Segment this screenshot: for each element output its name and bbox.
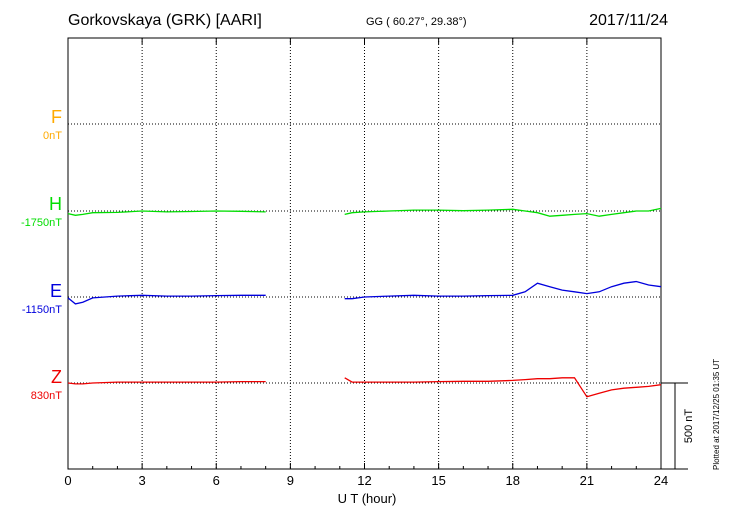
component-z-letter: Z — [51, 367, 62, 387]
date-label: 2017/11/24 — [589, 12, 668, 29]
x-tick-label: 12 — [357, 473, 371, 488]
x-tick-label: 21 — [580, 473, 594, 488]
x-tick-label: 3 — [139, 473, 146, 488]
trace-h — [67, 207, 662, 217]
x-tick-label: 24 — [654, 473, 668, 488]
component-h-letter: H — [49, 194, 62, 214]
component-e-baseline: -1150nT — [21, 304, 62, 316]
component-f-baseline: 0nT — [43, 130, 62, 142]
component-e-label: E -1150nT — [22, 281, 62, 316]
x-tick-label: 15 — [431, 473, 445, 488]
station-title: Gorkovskaya (GRK) [AARI] — [68, 12, 262, 29]
coordinates-label: GG ( 60.27°, 29.38°) — [366, 16, 467, 28]
scale-bar-label: 500 nT — [683, 409, 695, 444]
grid-lines — [68, 38, 661, 469]
component-z-baseline: 830nT — [30, 390, 62, 402]
data-traces — [67, 207, 662, 398]
trace-z — [67, 377, 662, 398]
x-axis-ticks: 0 3 6 9 12 15 18 21 24 — [64, 38, 668, 488]
x-tick-label: 0 — [64, 473, 71, 488]
component-h-label: H -1750nT — [21, 194, 62, 229]
component-f-label: F 0nT — [43, 107, 62, 142]
x-tick-label: 6 — [213, 473, 220, 488]
plotted-timestamp: Plotted at 2017/12/25 01:35 UT — [712, 358, 721, 470]
x-tick-label: 18 — [506, 473, 520, 488]
component-h-baseline: -1750nT — [21, 217, 62, 229]
scale-bar: 500 nT — [661, 382, 695, 470]
x-tick-label: 9 — [287, 473, 294, 488]
component-z-label: Z 830nT — [31, 367, 62, 402]
component-e-letter: E — [49, 281, 62, 301]
trace-e — [67, 280, 662, 305]
component-f-letter: F — [51, 107, 62, 127]
x-axis-label: U T (hour) — [338, 491, 397, 506]
